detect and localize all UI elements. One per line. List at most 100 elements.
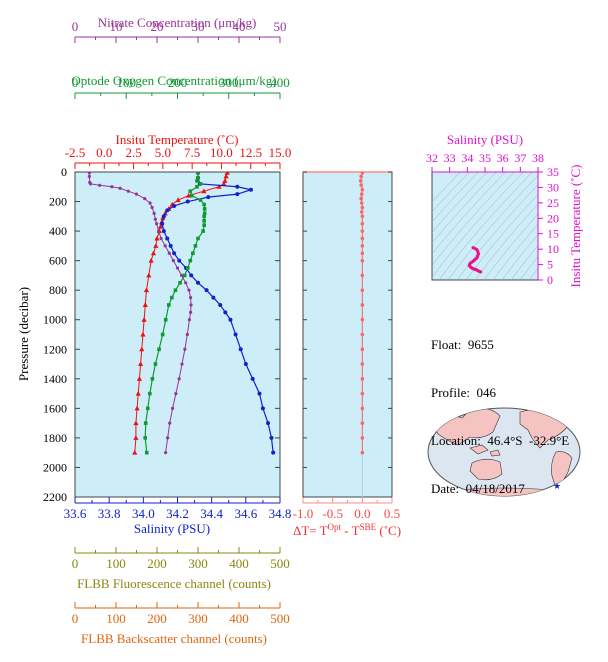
oxygen-point [143,421,148,425]
ts-density-contour [558,152,608,290]
ts-temperature-label: Insitu Temperature (˚C) [568,164,583,287]
salinity-point [271,450,276,455]
world-map: ★ [427,407,581,497]
fluorescence-axis-tick-label: 200 [147,556,167,571]
salinity-point [196,280,200,285]
ts-series [467,246,483,274]
delta-t-point [360,362,365,366]
oxygen-point [198,198,203,202]
temperature-axis: Insitu Temperature (˚C) -2.5 0.0 2.5 5.0 7.5… [65,132,291,169]
salinity-point [248,187,253,192]
delta-t-tick-label: -1.0 [293,506,314,521]
backscatter-axis-tick-label: 200 [147,611,167,626]
ts-plot-area [431,171,539,281]
oxygen-point [196,236,200,241]
delta-t-tick-label: 0.5 [384,506,400,521]
ts-density-contour [501,234,538,280]
salinity-point [223,310,228,315]
delta-t-series [358,172,365,455]
oxygen-point [202,211,207,216]
temperature-point [148,257,154,263]
delta-t-point [360,406,365,411]
pressure-tick-label: 0 [61,165,67,179]
nitrate-point [189,303,193,307]
delta-t-point [360,244,365,248]
ts-profile-point [476,252,480,256]
delta-t-point [360,391,365,396]
ts-profile-point [475,248,479,252]
temperature-point [175,197,181,203]
pressure-axis: 0 200 400 600 800 1000 1200 1400 1600 1800 2000 220… [43,165,67,504]
oxygen-point [202,214,206,219]
nitrate-point [189,295,193,300]
temperature-axis-tick-label: 2.5 [125,145,141,160]
delta-t-point [360,317,365,322]
delta-t-point [359,201,364,205]
temperature-point [221,181,227,186]
oxygen-point [160,332,165,337]
oxygen-axis-tick-label: 100 [117,75,137,90]
delta-t-tick-label: -0.5 [322,506,343,521]
nitrate-point [184,281,188,285]
ts-x-tick-label: 35 [479,151,491,165]
ts-density-contour [510,244,538,280]
fluorescence-axis-tick-label: 0 [72,556,79,571]
salinity-point [168,243,173,248]
nitrate-axis-tick-label: 40 [233,19,246,34]
ts-density-contour [483,213,538,280]
delta-t-tick-label: 0.0 [354,506,370,521]
temperature-point [132,449,138,455]
fluorescence-axis-tick-label: 300 [188,556,208,571]
oxygen-point [195,179,199,183]
delta-t-point [360,347,365,352]
nitrate-point [187,288,191,292]
pressure-tick-label: 1000 [43,313,67,327]
salinity-point [189,273,194,278]
profile-number: Profile: 046 [431,385,496,400]
temperature-point [139,346,145,352]
ts-density-contour [447,175,538,280]
pressure-tick-label: 400 [49,224,67,238]
nitrate-point [148,201,152,205]
nitrate-point [180,273,184,278]
temperature-point [133,435,139,440]
temperature-point [143,287,150,293]
map-land-indonesia [469,444,501,457]
salinity-point [160,221,165,226]
oxygen-point [193,244,198,248]
temperature-point [141,316,147,322]
oxygen-point [145,406,150,411]
temperature-axis-tick-label: 0.0 [96,145,112,160]
temperature-axis-tick-label: 12.5 [239,145,262,160]
salinity-point [218,302,223,307]
ts-density-contour [432,172,506,255]
float-info: Float: 9655 Profile: 046 Location: 46.4°… [431,305,569,513]
nitrate-point [159,236,163,241]
temperature-point [133,420,139,426]
oxygen-point [150,377,155,381]
delta-t-point [360,205,365,210]
oxygen-point [163,317,168,322]
pressure-tick-label: 800 [49,283,67,297]
temperature-point [135,390,141,396]
temperature-axis-label: Insitu Temperature (˚C) [115,132,238,147]
ts-profile-point [475,256,479,260]
salinity-point [228,317,233,322]
salinity-point [211,295,216,300]
temperature-line [134,172,228,453]
nitrate-point [134,192,139,196]
delta-t-point [358,179,363,183]
ts-salinity-label: Salinity (PSU) [447,132,523,147]
nitrate-point [167,251,171,255]
temperature-axis-tick-label: -2.5 [65,145,86,160]
nitrate-point [110,185,114,189]
oxygen-point [182,273,187,278]
nitrate-point [87,172,91,175]
pressure-tick-label: 200 [49,195,67,209]
ts-density-contour [474,203,538,280]
ts-profile-point [472,259,476,263]
oxygen-axis-label: Optode Oxygen Concentration (μm/kg) [71,73,276,88]
ts-profile-point [472,246,476,250]
nitrate-point [118,186,122,190]
temperature-axis-tick-label: 10.0 [210,145,233,160]
